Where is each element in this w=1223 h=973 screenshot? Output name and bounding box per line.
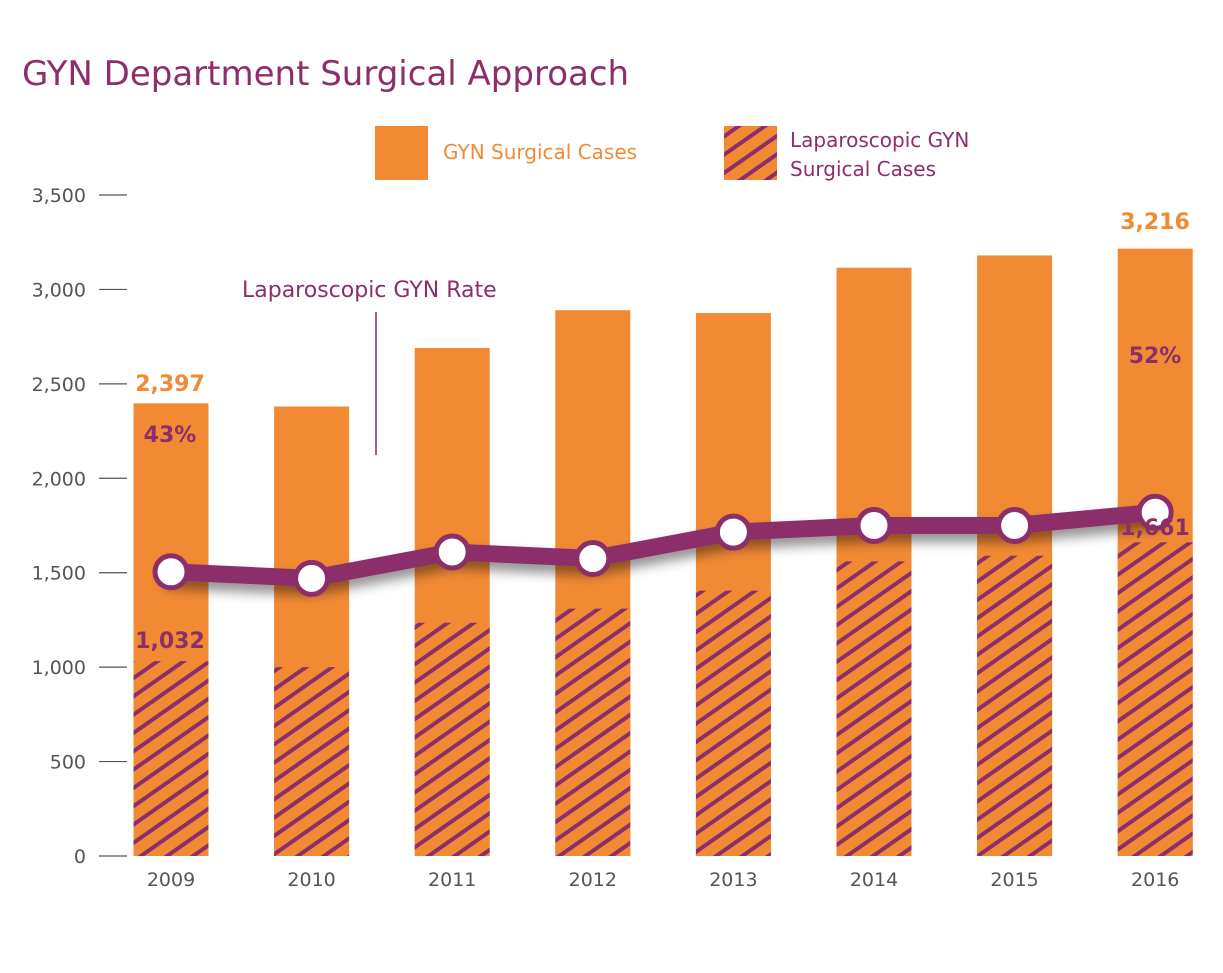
bar-laparoscopic-2016 <box>1117 542 1193 856</box>
rate-line <box>152 493 1174 597</box>
rate-point-2010 <box>293 559 331 597</box>
y-tick-label: 1,000 <box>32 657 86 679</box>
y-tick-label: 500 <box>50 752 86 774</box>
legend-label-gyn-cases: GYN Surgical Cases <box>443 140 637 164</box>
data-labels: 2,397 3,216 43% 52% 1,032 1,661 <box>135 210 1190 654</box>
rate-point-2009 <box>152 553 190 591</box>
rate-point-2012 <box>574 540 612 578</box>
bars <box>133 248 1193 857</box>
rate-label-2009: 43% <box>144 423 197 448</box>
y-tick-label: 1,500 <box>32 563 86 585</box>
rate-point-2014 <box>855 507 893 544</box>
legend-swatch-laparoscopic-cases <box>724 126 777 180</box>
x-tick-label-2014: 2014 <box>850 869 898 891</box>
rate-point-2013 <box>714 513 752 551</box>
legend-label-laparoscopic-line1: Laparoscopic GYN <box>790 128 969 152</box>
chart-title: GYN Department Surgical Approach <box>22 54 629 94</box>
bar-laparoscopic-2014 <box>836 561 912 856</box>
bar-laparoscopic-2015 <box>977 555 1053 856</box>
x-tick-label-2016: 2016 <box>1131 869 1179 891</box>
x-tick-label-2010: 2010 <box>287 869 335 891</box>
x-tick-label-2011: 2011 <box>428 869 476 891</box>
rate-label-2016: 52% <box>1129 344 1182 369</box>
legend-swatch-gyn-cases <box>375 126 428 180</box>
legend-label-laparoscopic-line2: Surgical Cases <box>790 157 936 181</box>
x-tick-label-2013: 2013 <box>709 869 757 891</box>
bar-laparoscopic-2012 <box>555 608 631 856</box>
rate-line-path <box>162 503 1164 587</box>
bar-laparoscopic-2010 <box>274 667 350 856</box>
rate-annotation: Laparoscopic GYN Rate <box>242 278 497 455</box>
rate-point-2016 <box>1136 493 1174 531</box>
total-label-2016: 3,216 <box>1120 210 1190 235</box>
x-tick-label-2015: 2015 <box>990 869 1038 891</box>
legend: GYN Surgical Cases Laparoscopic GYN Surg… <box>375 126 969 181</box>
x-tick-label-2012: 2012 <box>569 869 617 891</box>
lap-label-2009: 1,032 <box>135 629 205 654</box>
rate-point-2011 <box>433 533 471 571</box>
y-tick-label: 2,000 <box>32 468 86 490</box>
x-tick-label-2009: 2009 <box>147 869 195 891</box>
y-tick-label: 2,500 <box>32 374 86 396</box>
y-axis: 0 500 1,000 1,500 2,000 2,500 3,000 3,500 <box>32 185 127 868</box>
bar-laparoscopic-2011 <box>414 622 490 856</box>
y-tick-label: 3,500 <box>32 185 86 207</box>
rate-annotation-label: Laparoscopic GYN Rate <box>242 278 497 303</box>
rate-point-2015 <box>996 507 1034 544</box>
lap-label-2016: 1,661 <box>1120 516 1190 541</box>
y-tick-label: 3,000 <box>32 279 86 301</box>
y-tick-label: 0 <box>74 846 86 868</box>
bar-laparoscopic-2013 <box>695 590 771 856</box>
x-axis: 2009 2010 2011 2012 2013 2014 2015 2016 <box>147 869 1180 891</box>
total-label-2009: 2,397 <box>135 372 205 397</box>
bar-laparoscopic-2009 <box>133 661 209 856</box>
